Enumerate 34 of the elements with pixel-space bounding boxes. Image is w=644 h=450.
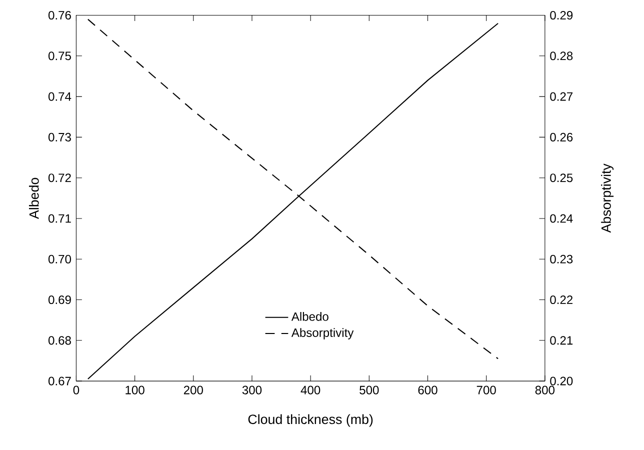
x-tick-label: 700	[476, 386, 496, 395]
y-tick-label: 0.75	[48, 52, 71, 60]
y2-tick-label: 0.25	[550, 174, 573, 182]
y-tick-label: 0.72	[48, 174, 71, 182]
x-tick-label: 600	[418, 386, 438, 395]
y2-tick-label: 0.24	[550, 214, 573, 223]
x-tick-label: 500	[360, 386, 379, 395]
y2-tick-label: 0.27	[550, 92, 572, 101]
x-tick-label: 800	[535, 386, 555, 395]
y2-tick-label: 0.23	[550, 255, 573, 264]
x-tick-label: 100	[126, 386, 144, 395]
y2-tick-label: 0.22	[550, 296, 572, 304]
x-tick-label: 400	[300, 386, 320, 395]
x-tick-label: 300	[242, 386, 262, 395]
y-tick-label: 0.67	[48, 376, 71, 386]
y-tick-label: 0.68	[48, 336, 71, 345]
y-tick-label: 0.76	[48, 11, 71, 20]
y2-tick-label: 0.28	[550, 52, 573, 60]
y-tick-label: 0.71	[48, 214, 71, 223]
x-tick-label: 200	[184, 386, 203, 395]
y2-tick-label: 0.26	[550, 133, 573, 142]
y-tick-label: 0.70	[48, 255, 72, 264]
legend-label: Albedo	[291, 312, 328, 322]
y2-axis-title: Absorptivity	[601, 164, 614, 233]
y-tick-label: 0.74	[48, 92, 72, 101]
y2-tick-label: 0.21	[550, 336, 573, 345]
y-tick-label: 0.69	[48, 296, 71, 304]
x-tick-label: 0	[73, 386, 80, 395]
y-axis-title: Albedo	[28, 178, 39, 220]
y2-tick-label: 0.20	[550, 376, 573, 386]
y-tick-label: 0.73	[48, 133, 71, 142]
y2-tick-label: 0.29	[550, 11, 573, 20]
x-axis-title: Cloud thickness (mb)	[248, 414, 373, 427]
legend-label: Absorptivity	[291, 328, 354, 340]
